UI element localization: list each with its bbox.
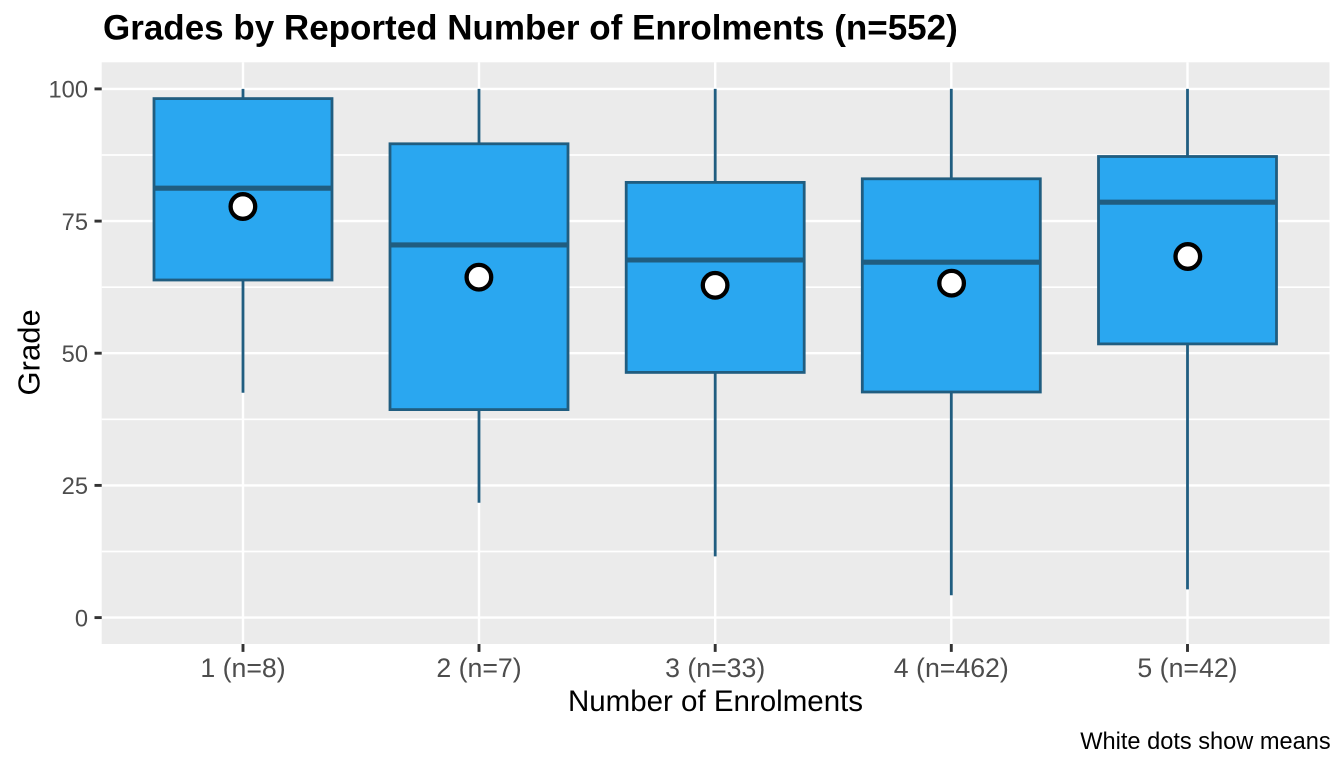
svg-text:White dots show means: White dots show means <box>1080 729 1330 755</box>
svg-text:50: 50 <box>62 342 88 368</box>
svg-text:2 (n=7): 2 (n=7) <box>436 653 521 683</box>
svg-text:25: 25 <box>62 474 88 500</box>
svg-text:4 (n=462): 4 (n=462) <box>894 653 1009 683</box>
svg-text:Grades by Reported Number of E: Grades by Reported Number of Enrolments … <box>103 9 958 48</box>
svg-text:75: 75 <box>62 210 88 236</box>
svg-text:Number of Enrolments: Number of Enrolments <box>568 685 863 718</box>
svg-text:0: 0 <box>75 606 88 632</box>
svg-text:3 (n=33): 3 (n=33) <box>665 653 765 683</box>
svg-text:1 (n=8): 1 (n=8) <box>200 653 285 683</box>
svg-text:Grade: Grade <box>12 309 47 395</box>
svg-text:100: 100 <box>48 78 88 104</box>
svg-text:5 (n=42): 5 (n=42) <box>1137 653 1237 683</box>
